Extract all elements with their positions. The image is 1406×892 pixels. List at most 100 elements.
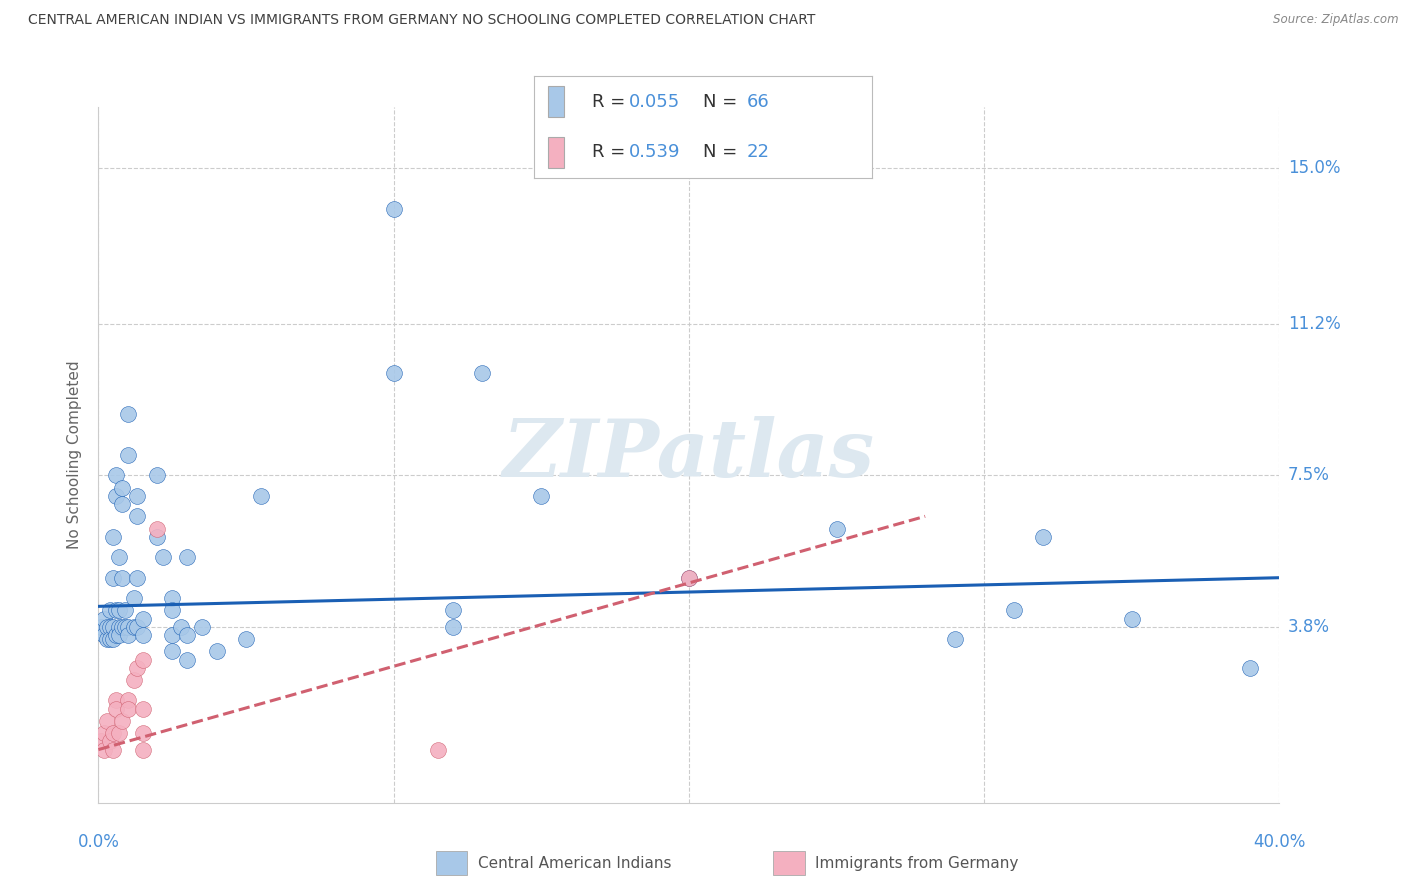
Point [382,202,405,217]
Point [90,734,112,748]
Text: ZIPatlas: ZIPatlas [503,417,875,493]
Point [117,448,139,462]
Point [98,632,121,646]
Point [111,571,134,585]
Point [125,489,148,503]
Point [125,571,148,585]
Point [132,652,155,666]
Point [943,632,966,646]
Point [108,550,131,565]
Point [105,603,128,617]
Text: CENTRAL AMERICAN INDIAN VS IMMIGRANTS FROM GERMANY NO SCHOOLING COMPLETED CORREL: CENTRAL AMERICAN INDIAN VS IMMIGRANTS FR… [28,13,815,28]
Text: Central American Indians: Central American Indians [478,855,672,871]
FancyBboxPatch shape [548,137,564,168]
Point [108,726,131,740]
Point [117,620,139,634]
Point [103,571,125,585]
Point [678,571,700,585]
FancyBboxPatch shape [773,851,806,875]
Point [108,620,131,634]
Point [441,603,464,617]
Point [146,522,169,536]
Point [96,620,118,634]
Point [117,628,139,642]
Point [132,701,155,715]
Point [250,489,273,503]
Point [132,628,155,642]
Point [162,603,183,617]
Text: 3.8%: 3.8% [1288,618,1330,636]
Point [427,742,450,756]
Point [105,468,128,483]
Point [111,481,134,495]
Text: R =: R = [592,144,631,161]
Y-axis label: No Schooling Completed: No Schooling Completed [67,360,83,549]
Point [103,632,125,646]
Text: Immigrants from Germany: Immigrants from Germany [815,855,1019,871]
Point [117,693,139,707]
Point [105,693,128,707]
Point [132,742,155,756]
Point [1239,661,1261,675]
Point [191,620,214,634]
Point [170,620,193,634]
Point [146,468,169,483]
Point [105,628,128,642]
Point [205,644,228,658]
Point [108,628,131,642]
Point [103,530,125,544]
Point [825,522,848,536]
Point [152,550,174,565]
Point [176,652,198,666]
Text: 22: 22 [747,144,770,161]
Point [530,489,553,503]
Point [103,726,125,740]
Point [1002,603,1025,617]
Point [471,366,494,380]
Point [98,620,121,634]
Point [176,550,198,565]
Text: 0.539: 0.539 [628,144,681,161]
Point [162,591,183,606]
Point [146,530,169,544]
Point [103,742,125,756]
Point [125,620,148,634]
Point [96,632,118,646]
Point [93,726,115,740]
Point [1032,530,1054,544]
Point [441,620,464,634]
Point [103,620,125,634]
Point [114,620,136,634]
FancyBboxPatch shape [548,87,564,117]
Point [117,701,139,715]
Point [93,628,115,642]
Point [125,509,148,524]
Point [111,620,134,634]
Point [98,603,121,617]
Text: Source: ZipAtlas.com: Source: ZipAtlas.com [1274,13,1399,27]
Point [108,603,131,617]
Text: 11.2%: 11.2% [1288,315,1340,333]
Point [162,628,183,642]
Point [114,603,136,617]
Text: 0.0%: 0.0% [77,833,120,851]
Text: N =: N = [703,144,742,161]
Point [98,734,121,748]
Point [125,661,148,675]
Point [176,628,198,642]
Point [93,742,115,756]
Text: N =: N = [703,93,742,111]
Text: 15.0%: 15.0% [1288,160,1340,178]
Point [122,673,145,687]
Text: 0.055: 0.055 [628,93,681,111]
Point [93,612,115,626]
Point [122,620,145,634]
FancyBboxPatch shape [436,851,468,875]
Text: R =: R = [592,93,631,111]
Point [1121,612,1143,626]
Point [111,497,134,511]
Point [162,644,183,658]
Point [111,714,134,728]
Point [105,489,128,503]
Text: 40.0%: 40.0% [1253,833,1306,851]
